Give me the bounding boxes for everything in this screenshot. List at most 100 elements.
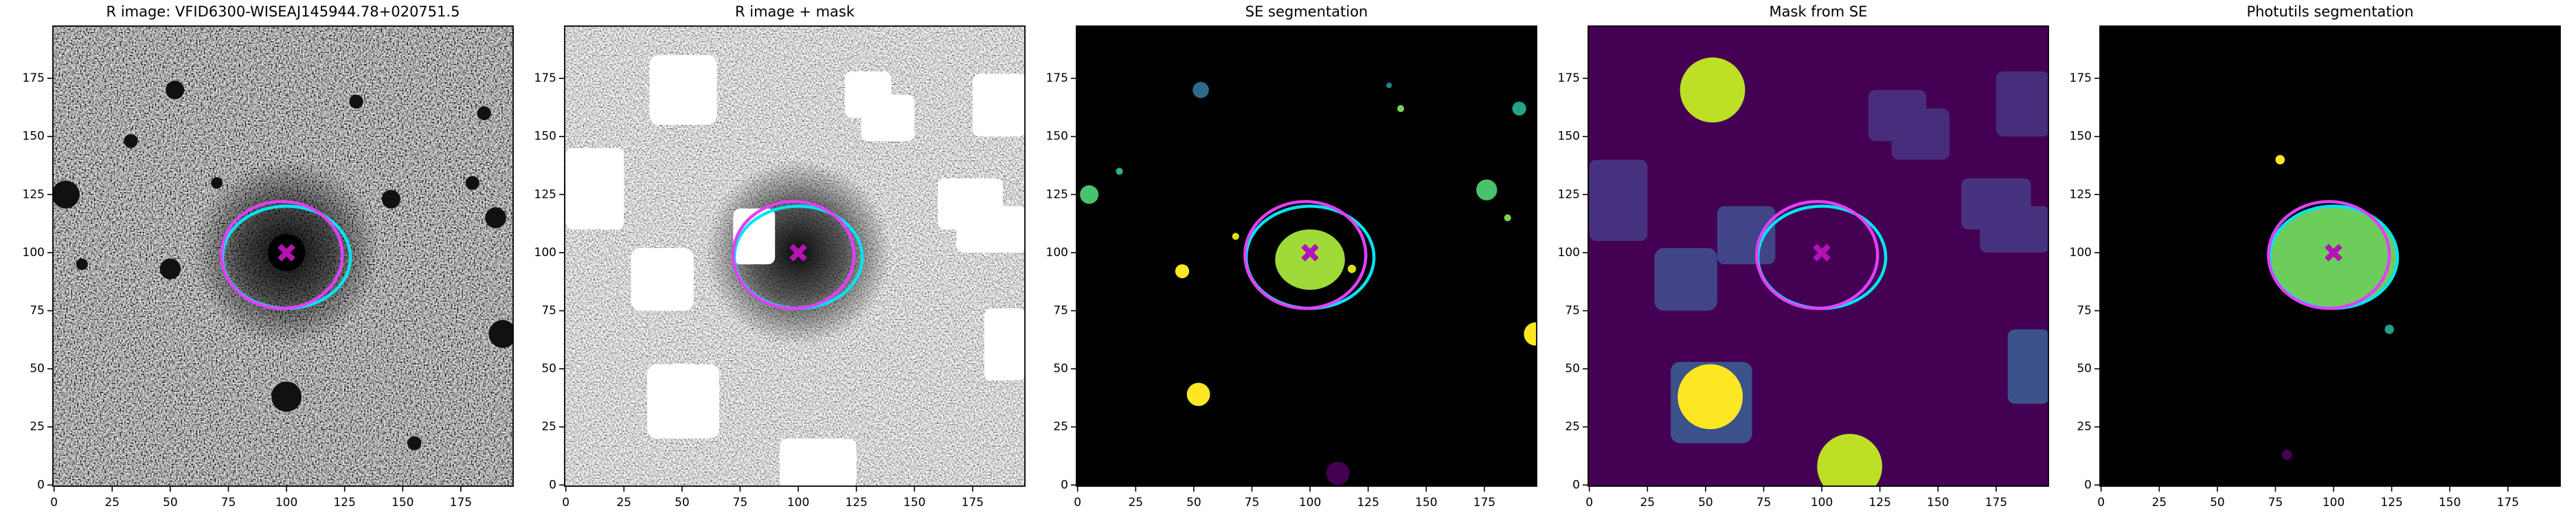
y-tick-label: 75: [30, 304, 45, 318]
y-tick-label: 100: [534, 246, 556, 260]
y-tick-label: 75: [1053, 304, 1068, 318]
y-tick-label: 50: [541, 362, 556, 376]
panel-title: Mask from SE: [1770, 3, 1868, 20]
x-tick-label: 150: [1927, 496, 1949, 510]
x-tick-label: 75: [1245, 496, 1260, 510]
ellipse: [1243, 200, 1368, 310]
y-tick-label: 175: [1558, 71, 1580, 85]
y-tick-label: 100: [1046, 246, 1068, 260]
y-tick-label: 0: [37, 478, 45, 492]
y-tick-label: 50: [1565, 362, 1580, 376]
x-tick-label: 25: [1128, 496, 1143, 510]
y-tick-label: 0: [549, 478, 556, 492]
y-tick-label: 25: [30, 420, 45, 434]
x-tick-label: 50: [1186, 496, 1201, 510]
y-tick-label: 75: [1565, 304, 1580, 318]
x-tick-label: 25: [2151, 496, 2167, 510]
y-tick-label: 100: [23, 246, 45, 260]
panel-title: SE segmentation: [1245, 3, 1368, 20]
x-tick-label: 100: [275, 496, 297, 510]
x-tick-label: 125: [333, 496, 355, 510]
center-marker: [2325, 244, 2342, 262]
x-tick-label: 125: [2380, 496, 2402, 510]
y-tick-label: 75: [2077, 304, 2092, 318]
y-tick-label: 50: [30, 362, 45, 376]
panel-title: R image: VFID6300-WISEAJ145944.78+020751…: [106, 3, 460, 20]
y-tick-label: 150: [1046, 130, 1068, 144]
y-tick-label: 175: [23, 71, 45, 85]
x-tick-label: 100: [787, 496, 809, 510]
x-tick-label: 75: [221, 496, 236, 510]
axes-frame: [2099, 25, 2561, 487]
x-tick-label: 175: [450, 496, 472, 510]
x-tick-label: 100: [1299, 496, 1321, 510]
x-tick-label: 25: [616, 496, 631, 510]
axes-frame: [1588, 25, 2049, 487]
y-tick-label: 100: [1558, 246, 1580, 260]
x-tick-label: 50: [163, 496, 178, 510]
center-marker: [1813, 244, 1831, 262]
y-tick-label: 125: [2070, 187, 2092, 201]
x-tick-label: 50: [2210, 496, 2225, 510]
center-marker: [1301, 244, 1319, 262]
y-tick-label: 175: [1046, 71, 1068, 85]
y-tick-label: 100: [2070, 246, 2092, 260]
ellipse: [220, 200, 344, 310]
y-tick-label: 175: [2070, 71, 2092, 85]
ellipse: [2267, 200, 2391, 310]
y-tick-label: 175: [534, 71, 556, 85]
x-tick-label: 0: [2097, 496, 2105, 510]
y-tick-label: 25: [541, 420, 556, 434]
x-tick-label: 25: [1640, 496, 1655, 510]
x-tick-label: 150: [903, 496, 925, 510]
y-tick-label: 125: [23, 187, 45, 201]
x-tick-label: 150: [2439, 496, 2461, 510]
ellipse: [1755, 200, 1879, 310]
y-tick-label: 50: [1053, 362, 1068, 376]
y-tick-label: 125: [534, 187, 556, 201]
x-tick-label: 0: [562, 496, 569, 510]
image: [1588, 26, 2048, 486]
x-tick-label: 175: [1473, 496, 1495, 510]
y-tick-label: 125: [1046, 187, 1068, 201]
x-tick-label: 125: [1868, 496, 1890, 510]
x-tick-label: 175: [962, 496, 984, 510]
y-tick-label: 0: [1061, 478, 1068, 492]
x-tick-label: 150: [1415, 496, 1437, 510]
axes-frame: [52, 25, 514, 487]
y-tick-label: 150: [2070, 130, 2092, 144]
x-tick-label: 25: [104, 496, 120, 510]
image: [53, 26, 513, 486]
y-tick-label: 125: [1558, 187, 1580, 201]
x-tick-label: 150: [392, 496, 414, 510]
x-tick-label: 100: [1811, 496, 1833, 510]
x-tick-label: 75: [733, 496, 748, 510]
y-tick-label: 25: [1565, 420, 1580, 434]
x-tick-label: 175: [1985, 496, 2007, 510]
x-tick-label: 75: [1756, 496, 1772, 510]
x-tick-label: 75: [2268, 496, 2283, 510]
ellipse: [732, 200, 856, 310]
y-tick-label: 0: [2084, 478, 2092, 492]
x-tick-label: 125: [1357, 496, 1379, 510]
axes-frame: [564, 25, 1026, 487]
y-tick-label: 75: [541, 304, 556, 318]
x-tick-label: 0: [50, 496, 58, 510]
y-tick-label: 150: [23, 130, 45, 144]
x-tick-label: 100: [2323, 496, 2345, 510]
panel-title: R image + mask: [735, 3, 855, 20]
panel-title: Photutils segmentation: [2246, 3, 2413, 20]
y-tick-label: 50: [2077, 362, 2092, 376]
y-tick-label: 150: [1558, 130, 1580, 144]
y-tick-label: 25: [2077, 420, 2092, 434]
axes-frame: [1076, 25, 1537, 487]
y-tick-label: 150: [534, 130, 556, 144]
y-tick-label: 0: [1572, 478, 1580, 492]
x-tick-label: 175: [2497, 496, 2519, 510]
x-tick-label: 50: [1698, 496, 1713, 510]
x-tick-label: 125: [845, 496, 867, 510]
x-tick-label: 50: [675, 496, 690, 510]
center-marker: [789, 244, 807, 262]
center-marker: [278, 244, 295, 262]
